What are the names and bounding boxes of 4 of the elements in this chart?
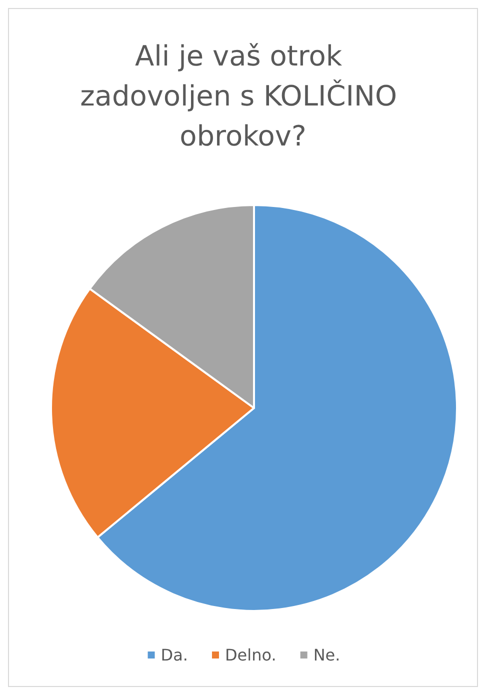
legend-label: Ne. (313, 646, 340, 664)
legend-label: Delno. (224, 646, 276, 664)
legend-label: Da. (160, 646, 188, 664)
chart-title: Ali je vaš otrok zadovoljen s KOLIČINO obrokov? (80, 40, 406, 152)
